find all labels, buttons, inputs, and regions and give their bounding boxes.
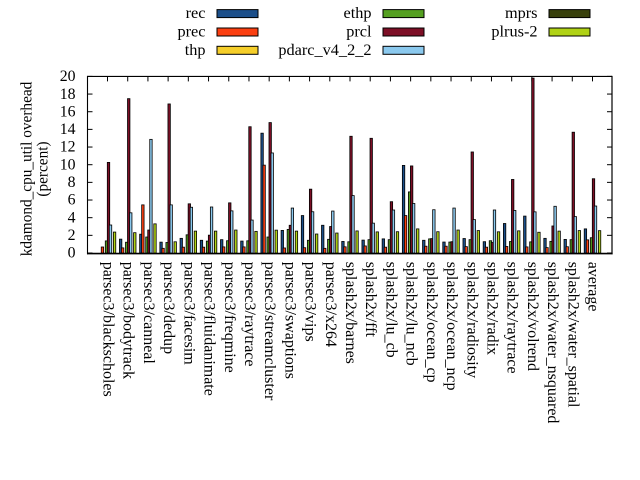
- svg-text:16: 16: [60, 103, 76, 120]
- svg-text:parsec3/swaptions: parsec3/swaptions: [281, 262, 298, 379]
- svg-text:splash2x/barnes: splash2x/barnes: [342, 262, 359, 364]
- svg-text:splash2x/water_spatial: splash2x/water_spatial: [564, 262, 581, 408]
- svg-text:8: 8: [68, 174, 76, 191]
- svg-text:12: 12: [60, 139, 76, 156]
- svg-text:(percent): (percent): [35, 141, 52, 196]
- svg-text:splash2x/volrend: splash2x/volrend: [524, 262, 541, 371]
- svg-text:splash2x/lu_cb: splash2x/lu_cb: [382, 262, 399, 358]
- svg-text:10: 10: [60, 156, 76, 173]
- svg-text:splash2x/radiosity: splash2x/radiosity: [463, 262, 480, 378]
- svg-text:parsec3/raytrace: parsec3/raytrace: [241, 262, 258, 367]
- svg-text:rec: rec: [186, 3, 206, 22]
- svg-text:prcl: prcl: [346, 22, 372, 41]
- svg-text:parsec3/x264: parsec3/x264: [322, 262, 339, 347]
- svg-text:parsec3/facesim: parsec3/facesim: [180, 262, 197, 366]
- svg-text:parsec3/freqmine: parsec3/freqmine: [221, 262, 238, 373]
- svg-text:splash2x/fft: splash2x/fft: [362, 262, 379, 338]
- svg-text:splash2x/ocean_cp: splash2x/ocean_cp: [423, 262, 440, 383]
- svg-text:18: 18: [60, 86, 76, 103]
- svg-text:average: average: [585, 262, 602, 312]
- svg-text:parsec3/canneal: parsec3/canneal: [140, 262, 157, 365]
- svg-text:4: 4: [68, 209, 76, 226]
- svg-text:14: 14: [60, 121, 76, 138]
- svg-text:splash2x/raytrace: splash2x/raytrace: [504, 262, 521, 374]
- svg-text:splash2x/water_nsquared: splash2x/water_nsquared: [544, 262, 561, 424]
- svg-text:mprs: mprs: [505, 3, 538, 22]
- svg-text:splash2x/radix: splash2x/radix: [483, 262, 500, 355]
- svg-text:splash2x/ocean_ncp: splash2x/ocean_ncp: [443, 262, 460, 391]
- svg-text:0: 0: [68, 245, 76, 262]
- svg-text:20: 20: [60, 68, 76, 85]
- svg-text:ethp: ethp: [343, 3, 371, 22]
- svg-text:2: 2: [68, 227, 76, 244]
- svg-text:parsec3/dedup: parsec3/dedup: [160, 262, 177, 354]
- svg-text:parsec3/bodytrack: parsec3/bodytrack: [120, 262, 137, 379]
- svg-text:plrus-2: plrus-2: [491, 22, 537, 41]
- svg-text:thp: thp: [185, 40, 206, 59]
- svg-text:parsec3/vips: parsec3/vips: [302, 262, 319, 342]
- svg-text:pdarc_v4_2_2: pdarc_v4_2_2: [278, 40, 371, 59]
- svg-text:splash2x/lu_ncb: splash2x/lu_ncb: [403, 262, 420, 366]
- svg-text:kdamond_cpu_util overhead: kdamond_cpu_util overhead: [19, 81, 36, 256]
- svg-text:parsec3/streamcluster: parsec3/streamcluster: [261, 262, 278, 401]
- svg-text:parsec3/blackscholes: parsec3/blackscholes: [100, 262, 117, 397]
- svg-text:prec: prec: [177, 22, 205, 41]
- svg-text:6: 6: [68, 192, 76, 209]
- svg-text:parsec3/fluidanimate: parsec3/fluidanimate: [201, 262, 218, 396]
